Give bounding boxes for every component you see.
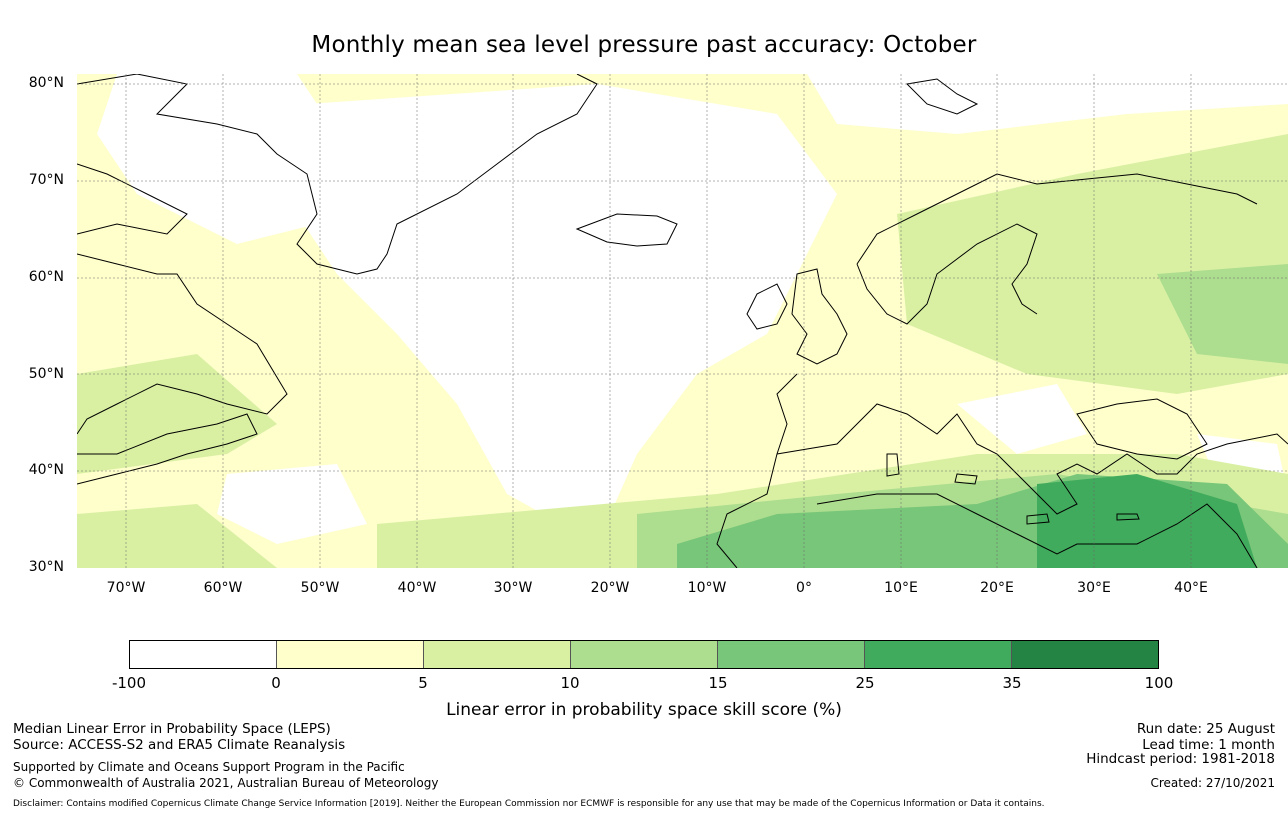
colorbar-segment xyxy=(277,641,424,668)
skill-shading xyxy=(77,74,1288,568)
coastlines xyxy=(77,74,1288,568)
colorbar-segment xyxy=(130,641,277,668)
lat-label-30n: 30°N xyxy=(28,559,64,575)
footer-copyright-line: © Commonwealth of Australia 2021, Austra… xyxy=(13,776,439,790)
colorbar-segment xyxy=(1012,641,1158,668)
lon-label-0: 0° xyxy=(796,580,812,596)
lon-label-10e: 10°E xyxy=(884,580,918,596)
lat-label-70n: 70°N xyxy=(28,172,64,188)
lat-label-80n: 80°N xyxy=(28,75,64,91)
lon-label-30w: 30°W xyxy=(493,580,533,596)
lon-label-70w: 70°W xyxy=(106,580,146,596)
lat-label-50n: 50°N xyxy=(28,366,64,382)
lat-label-60n: 60°N xyxy=(28,269,64,285)
footer-lead-time: Lead time: 1 month xyxy=(1142,737,1275,753)
colorbar-segment xyxy=(424,641,571,668)
colorbar-tick: 25 xyxy=(855,674,875,692)
skill-score-map xyxy=(77,74,1288,568)
map-canvas xyxy=(77,74,1288,568)
lon-label-10w: 10°W xyxy=(687,580,727,596)
lon-label-50w: 50°W xyxy=(300,580,340,596)
lon-label-60w: 60°W xyxy=(203,580,243,596)
colorbar-label: Linear error in probability space skill … xyxy=(446,700,842,720)
colorbar-segment xyxy=(571,641,718,668)
colorbar xyxy=(129,640,1159,669)
lon-label-20w: 20°W xyxy=(590,580,630,596)
colorbar-tick: 10 xyxy=(560,674,580,692)
lon-label-40w: 40°W xyxy=(397,580,437,596)
footer-support-line: Supported by Climate and Oceans Support … xyxy=(13,760,405,774)
lon-label-20e: 20°E xyxy=(980,580,1014,596)
colorbar-segment xyxy=(865,641,1012,668)
footer-disclaimer: Disclaimer: Contains modified Copernicus… xyxy=(13,799,1045,809)
colorbar-segment xyxy=(718,641,865,668)
lon-label-40e: 40°E xyxy=(1174,580,1208,596)
colorbar-tick: -100 xyxy=(111,674,147,692)
footer-run-date: Run date: 25 August xyxy=(1136,721,1275,737)
colorbar-tick: 0 xyxy=(271,674,281,692)
colorbar-tick: 100 xyxy=(1144,674,1174,692)
footer-hindcast-period: Hindcast period: 1981-2018 xyxy=(1086,751,1275,767)
footer-leps-line: Median Linear Error in Probability Space… xyxy=(13,721,331,737)
footer-created-date: Created: 27/10/2021 xyxy=(1150,776,1275,790)
lat-label-40n: 40°N xyxy=(28,462,64,478)
graticule xyxy=(77,74,1288,568)
colorbar-tick: 5 xyxy=(418,674,428,692)
colorbar-tick: 35 xyxy=(1002,674,1022,692)
chart-title: Monthly mean sea level pressure past acc… xyxy=(311,32,977,58)
colorbar-tick: 15 xyxy=(708,674,728,692)
lon-label-30e: 30°E xyxy=(1077,580,1111,596)
footer-source-line: Source: ACCESS-S2 and ERA5 Climate Reana… xyxy=(13,737,346,753)
